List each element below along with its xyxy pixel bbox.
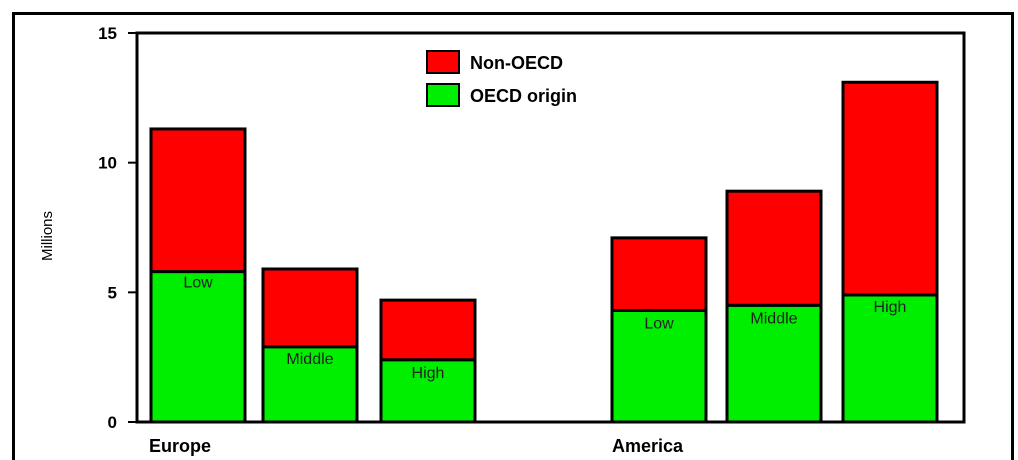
bar-segment-oecd-origin <box>149 270 247 424</box>
bar-segment-oecd-origin <box>841 293 939 424</box>
bar-category-label: Low <box>183 275 213 292</box>
group-label: Europe <box>149 436 211 456</box>
y-tick-label: 5 <box>108 283 117 302</box>
bars <box>149 80 939 424</box>
bar-segment-non-oecd <box>610 236 708 312</box>
bar-segment-oecd-origin <box>379 358 477 424</box>
bar-segment-non-oecd <box>725 189 823 307</box>
legend-swatch-non-oecd <box>426 50 460 74</box>
bar-category-label: Low <box>644 315 674 332</box>
legend-label-non-oecd: Non-OECD <box>470 53 563 73</box>
y-tick-label: 0 <box>108 413 117 432</box>
bar-category-label: Middle <box>286 351 333 368</box>
y-tick-label: 10 <box>98 154 117 173</box>
bar-category-label: High <box>412 365 445 382</box>
group-label: America <box>612 436 684 456</box>
bar-labels: Low Middle High Low Middle High <box>183 275 906 382</box>
bar-segment-non-oecd <box>841 80 939 297</box>
y-axis-ticks: 0 5 10 15 <box>98 24 137 432</box>
plot-area <box>135 31 966 424</box>
bar-category-label: High <box>874 299 907 316</box>
y-axis-title: Millions <box>39 211 56 261</box>
bar-segment-non-oecd <box>261 267 359 349</box>
legend: Non-OECD OECD origin <box>426 50 577 107</box>
chart-frame <box>12 12 1014 460</box>
bar-segment-non-oecd <box>149 127 247 274</box>
bar-segment-non-oecd <box>379 298 477 362</box>
legend-swatch-oecd-origin <box>426 83 460 107</box>
bar-segment-oecd-origin <box>610 308 708 424</box>
bar-category-label: Middle <box>750 310 797 327</box>
group-labels: Europe America <box>149 436 684 456</box>
y-tick-label: 15 <box>98 24 117 43</box>
legend-label-oecd-origin: OECD origin <box>470 86 577 106</box>
